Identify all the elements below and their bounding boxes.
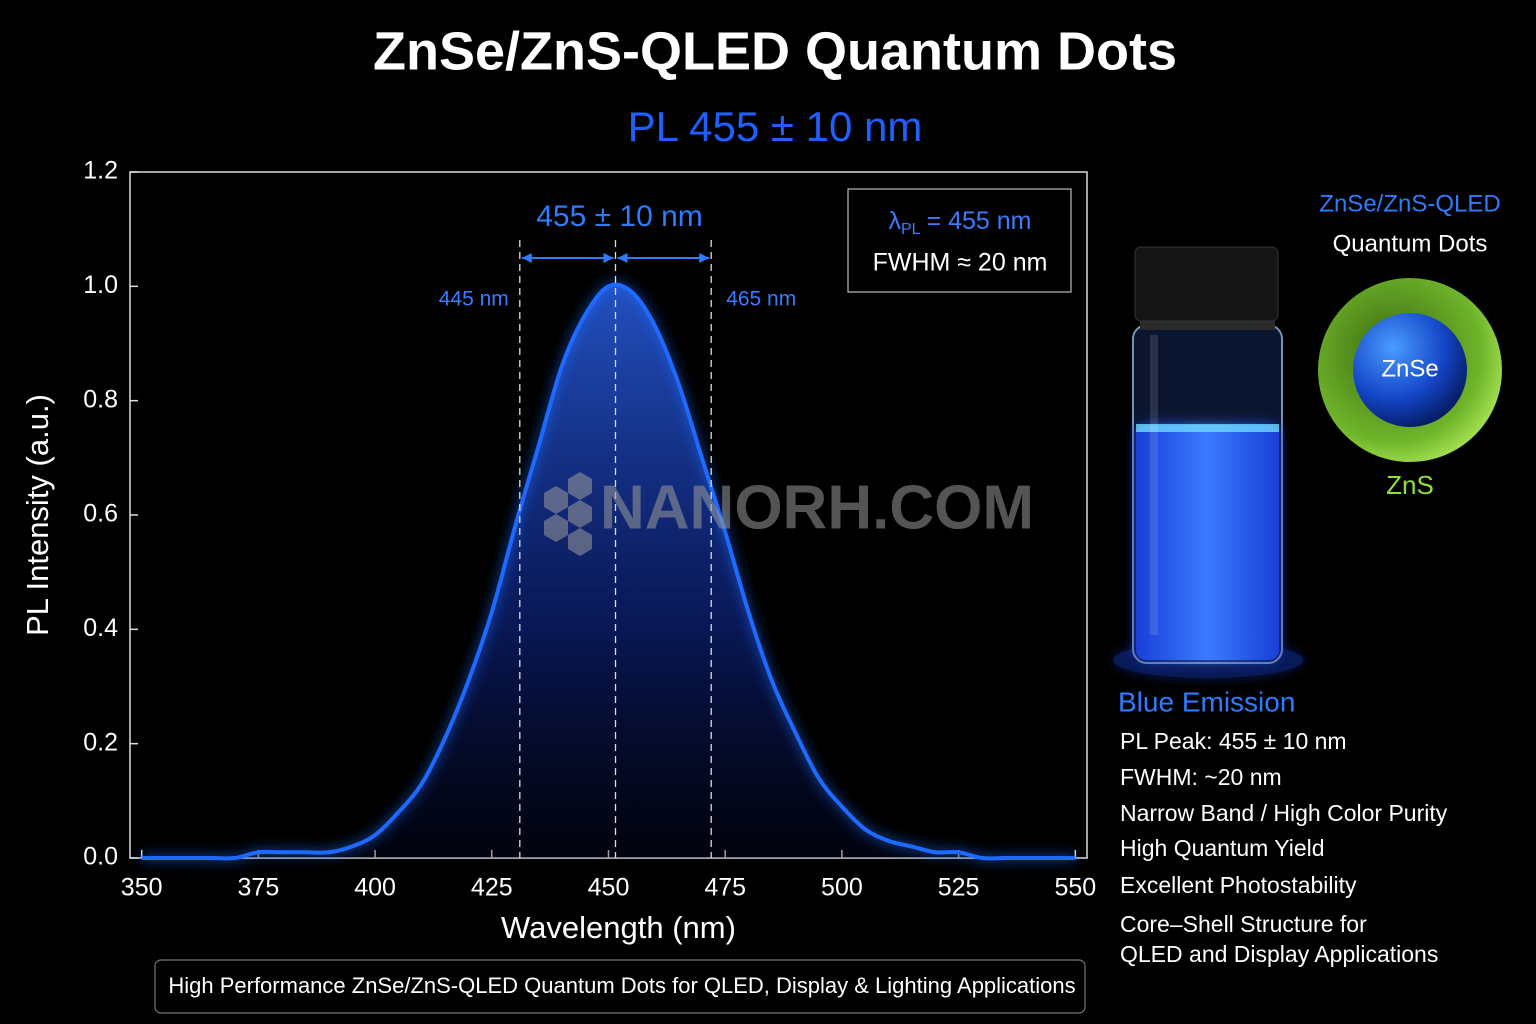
x-tick-label: 450 bbox=[588, 874, 630, 902]
feature: FWHM: ~20 nm bbox=[1120, 764, 1282, 790]
x-tick-label: 350 bbox=[121, 874, 163, 902]
lambda-sub: PL bbox=[901, 221, 921, 238]
x-tick-label: 375 bbox=[238, 874, 280, 902]
y-tick-label: 0.8 bbox=[83, 385, 118, 413]
x-tick-label: 425 bbox=[471, 874, 513, 902]
plot: 0.0 0.2 0.4 0.6 0.8 1.0 1.2 350 375 400 425 450 475 5… bbox=[20, 157, 1096, 946]
arrow-head bbox=[521, 253, 614, 263]
panel-subheading: Quantum Dots bbox=[1333, 230, 1488, 257]
y-tick-label: 0.4 bbox=[83, 614, 118, 642]
x-tick-label: 475 bbox=[704, 874, 746, 902]
watermark-logo bbox=[544, 472, 592, 556]
feature: Core–Shell Structure for bbox=[1120, 911, 1367, 937]
y-tick-label: 0.0 bbox=[83, 843, 118, 871]
core bbox=[1353, 313, 1467, 427]
shell-label: ZnS bbox=[1386, 470, 1434, 500]
core-label: ZnSe bbox=[1381, 355, 1438, 382]
feature: PL Peak: 455 ± 10 nm bbox=[1120, 728, 1347, 754]
reference-label: 465 nm bbox=[726, 288, 796, 311]
spectrum-area bbox=[141, 284, 1076, 859]
range-annotation: 455 ± 10 nm bbox=[536, 200, 703, 233]
feature-list: PL Peak: 455 ± 10 nm FWHM: ~20 nm Narrow B… bbox=[1120, 728, 1448, 967]
y-tick-label: 1.2 bbox=[83, 157, 118, 185]
footer: High Performance ZnSe/ZnS-QLED Quantum D… bbox=[168, 973, 1075, 998]
y-axis-label: PL Intensity (a.u.) bbox=[20, 394, 55, 636]
footer-box bbox=[154, 959, 1086, 1014]
inset-peak: λPL = 455 nm bbox=[888, 207, 1031, 239]
emission-title: Blue Emission bbox=[1118, 686, 1295, 717]
feature: High Quantum Yield bbox=[1120, 835, 1325, 861]
y-tick-label: 0.2 bbox=[83, 728, 118, 756]
spectrum-line bbox=[141, 282, 1076, 861]
reference-label: 445 nm bbox=[439, 288, 509, 311]
y-tick-label: 0.6 bbox=[83, 500, 118, 528]
x-tick-label: 550 bbox=[1054, 874, 1096, 902]
title: ZnSe/ZnS-QLED Quantum Dots bbox=[373, 21, 1177, 81]
x-axis-label: Wavelength (nm) bbox=[501, 910, 736, 945]
inset-box bbox=[847, 188, 1072, 293]
peak-text: = 455 nm bbox=[927, 207, 1032, 235]
panel-heading: ZnSe/ZnS-QLED bbox=[1319, 190, 1500, 217]
vial bbox=[1113, 246, 1303, 678]
feature: QLED and Display Applications bbox=[1120, 941, 1438, 967]
watermark: NANORH.COM bbox=[600, 473, 1034, 542]
y-tick-label: 1.0 bbox=[83, 271, 118, 299]
x-tick-label: 500 bbox=[821, 874, 863, 902]
arrow-head bbox=[617, 253, 710, 263]
feature: Excellent Photostability bbox=[1120, 872, 1357, 898]
inset-fwhm: FWHM ≈ 20 nm bbox=[873, 249, 1048, 277]
lambda: λ bbox=[888, 207, 901, 235]
x-tick-label: 400 bbox=[354, 874, 396, 902]
x-tick-label: 525 bbox=[938, 874, 980, 902]
feature: Narrow Band / High Color Purity bbox=[1120, 800, 1448, 826]
subtitle: PL 455 ± 10 nm bbox=[628, 103, 923, 150]
